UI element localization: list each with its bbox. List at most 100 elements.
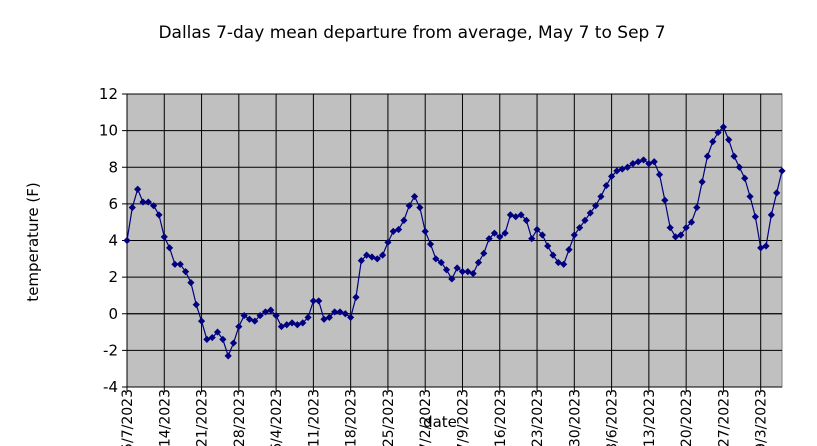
chart-title: Dallas 7-day mean departure from average… xyxy=(158,23,665,43)
x-tick-label: 7/16/2023 xyxy=(493,389,509,446)
data-point xyxy=(384,238,392,246)
data-point xyxy=(469,269,477,278)
data-point xyxy=(181,268,190,276)
data-point xyxy=(341,310,349,318)
data-point xyxy=(533,225,541,234)
data-point xyxy=(538,231,546,239)
data-point xyxy=(501,229,509,237)
series-line xyxy=(126,125,783,358)
x-tick-label: 7/30/2023 xyxy=(567,389,583,446)
data-point xyxy=(325,313,333,322)
data-point xyxy=(554,258,562,267)
y-axis-label: temperature (F) xyxy=(24,182,42,301)
data-point xyxy=(671,233,680,241)
data-point xyxy=(373,255,381,263)
x-tick-label: 8/27/2023 xyxy=(716,389,732,446)
y-tick-label: 0 xyxy=(108,305,118,323)
data-point xyxy=(410,192,419,201)
data-point xyxy=(629,159,637,168)
data-point xyxy=(315,297,323,305)
data-point xyxy=(128,203,136,212)
data-point xyxy=(437,258,445,267)
data-point xyxy=(634,158,642,166)
data-point xyxy=(778,167,786,175)
x-tick-label: 6/4/2023 xyxy=(269,389,285,446)
x-tick-label: 8/6/2023 xyxy=(605,389,621,446)
data-point xyxy=(490,229,499,237)
data-point xyxy=(757,244,765,252)
data-point xyxy=(458,268,467,276)
data-point xyxy=(517,211,525,219)
data-point xyxy=(299,319,307,327)
data-point xyxy=(405,202,413,210)
data-point xyxy=(549,251,557,259)
data-point xyxy=(261,308,270,316)
data-point xyxy=(421,227,429,235)
y-tick-label: 10 xyxy=(99,122,118,140)
x-tick-label: 5/21/2023 xyxy=(195,389,211,446)
data-point xyxy=(650,158,658,166)
data-point xyxy=(208,333,216,342)
data-point xyxy=(719,123,728,131)
data-point xyxy=(213,328,222,336)
data-point xyxy=(581,216,589,224)
data-point xyxy=(480,249,488,257)
data-point xyxy=(166,244,174,252)
data-point xyxy=(544,242,552,250)
data-point xyxy=(725,136,733,144)
data-point xyxy=(639,156,648,164)
data-point xyxy=(767,211,775,219)
data-point xyxy=(512,213,520,221)
data-point xyxy=(586,209,594,217)
x-tick-label: 7/9/2023 xyxy=(455,389,471,446)
data-point xyxy=(623,163,632,171)
x-tick-label: 8/20/2023 xyxy=(679,389,695,446)
data-point xyxy=(565,246,573,254)
data-point xyxy=(187,279,195,287)
y-tick-label: 8 xyxy=(108,158,118,176)
data-point xyxy=(602,181,610,190)
y-tick-label: -2 xyxy=(103,341,118,359)
x-tick-label: 8/13/2023 xyxy=(642,389,658,446)
x-tick-label: 5/28/2023 xyxy=(232,389,248,446)
data-point xyxy=(570,231,578,239)
data-point xyxy=(320,315,328,323)
data-point xyxy=(293,321,302,329)
data-point xyxy=(379,251,387,259)
x-tick-label: 7/23/2023 xyxy=(530,389,546,446)
data-point xyxy=(751,213,759,221)
data-point xyxy=(267,306,275,314)
x-tick-label: 7/2/2023 xyxy=(418,389,434,446)
data-point xyxy=(677,231,685,239)
data-point xyxy=(336,308,344,316)
x-axis-label: date xyxy=(423,413,457,431)
data-point xyxy=(592,202,600,210)
x-tick-label: 6/25/2023 xyxy=(381,389,397,446)
y-tick-label: -4 xyxy=(103,378,118,396)
y-tick-label: 6 xyxy=(108,195,118,213)
x-tick-label: 6/11/2023 xyxy=(306,389,322,446)
x-tick-label: 6/18/2023 xyxy=(344,389,360,446)
data-point xyxy=(666,224,674,232)
y-tick-label: 2 xyxy=(108,268,118,286)
data-point xyxy=(506,211,515,219)
data-point xyxy=(240,311,248,320)
data-point xyxy=(272,311,280,320)
data-point xyxy=(139,198,147,206)
data-point xyxy=(426,240,435,248)
data-point xyxy=(735,163,743,171)
data-point xyxy=(714,128,722,137)
data-point xyxy=(150,202,158,210)
data-point xyxy=(309,297,317,305)
data-point xyxy=(607,172,616,181)
data-point xyxy=(682,224,690,232)
data-point xyxy=(730,152,738,160)
data-point xyxy=(442,266,451,274)
data-point xyxy=(389,227,397,235)
data-point xyxy=(703,152,712,160)
data-point xyxy=(474,258,483,267)
data-point xyxy=(576,224,584,232)
data-point xyxy=(698,178,706,186)
data-point xyxy=(522,216,530,224)
